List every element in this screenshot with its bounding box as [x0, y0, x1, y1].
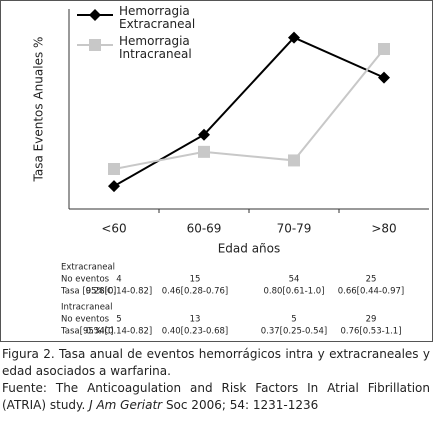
legend-marker: [89, 9, 101, 21]
cell: 5: [116, 315, 121, 325]
cell: 25: [366, 275, 377, 285]
section-title: Extracraneal: [61, 263, 115, 273]
cell: 0.40[0.23-0.68]: [162, 327, 228, 337]
cell: 0.46[0.28-0.76]: [162, 287, 228, 297]
row-label: No eventos: [61, 315, 110, 325]
cell: 4: [116, 275, 121, 285]
section-title: Intracraneal: [61, 303, 113, 313]
x-tick-label: 70-79: [277, 222, 312, 236]
cell: 0.76[0.53-1.1]: [340, 327, 401, 337]
caption: Figura 2. Tasa anual de eventos hemorrág…: [2, 346, 430, 414]
row-label: Tasa[95%IC]: [60, 327, 114, 337]
cell: 15: [190, 275, 201, 285]
source: Fuente: The Anticoagulation and Risk Fac…: [2, 380, 430, 414]
cell: 54: [289, 275, 300, 285]
point: [378, 43, 390, 55]
cell: 29: [366, 315, 377, 325]
row-label: Tasa [95%IC]: [60, 287, 116, 297]
point: [288, 154, 300, 167]
point: [198, 145, 210, 158]
source-text: Fuente: The Anticoagulation and Risk Fac…: [2, 381, 430, 412]
figure-box: <60 60-69 70-79 >80 Edad años Tasa Eventos An…: [0, 0, 433, 342]
series-line: [113, 48, 385, 170]
cell: 0.28[0.14-0.82]: [86, 287, 152, 297]
y-axis-label: Tasa Eventos Anuales %: [32, 37, 46, 183]
cell: 0.66[0.44-0.97]: [338, 287, 404, 297]
x-tick-label: >80: [371, 222, 396, 236]
cell: 5: [291, 315, 296, 325]
journal: J Am Geriatr: [89, 398, 163, 412]
cell: 0.37[0.25-0.54]: [261, 327, 327, 337]
point: [198, 128, 210, 141]
point: [378, 71, 390, 84]
cell: 0.34[0.14-0.82]: [86, 327, 152, 337]
legend-marker: [89, 39, 101, 51]
point: [108, 163, 120, 175]
cell: 13: [190, 315, 201, 325]
point: [108, 180, 120, 193]
x-axis-label: Edad años: [218, 242, 281, 256]
chart: <60 60-69 70-79 >80 Edad años Tasa Eventos An…: [32, 4, 429, 337]
x-tick-label: <60: [101, 222, 126, 236]
point: [288, 31, 300, 44]
cell: 0.80[0.61-1.0]: [263, 287, 324, 297]
legend-label: Hemorragia Extracraneal: [119, 4, 195, 31]
x-tick-label: 60-69: [187, 222, 222, 236]
citation: Soc 2006; 54: 1231-1236: [165, 398, 319, 412]
figure-caption: Figura 2. Tasa anual de eventos hemorrág…: [2, 347, 430, 378]
row-label: No eventos: [61, 275, 110, 285]
legend-label: Hemorragia Intracraneal: [119, 34, 194, 61]
